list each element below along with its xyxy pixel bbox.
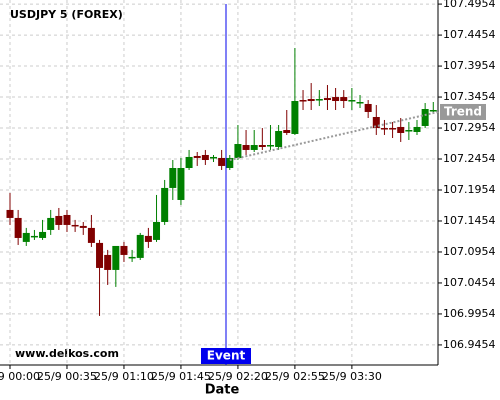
candle-body xyxy=(104,254,112,270)
candle-body xyxy=(112,245,120,270)
y-tick-label: 106.9954 xyxy=(443,307,496,320)
chart-title: USDJPY 5 (FOREX) xyxy=(10,8,123,21)
x-tick-label: 25/9 03:30 xyxy=(322,370,382,383)
candle-body xyxy=(315,99,323,101)
candle-body xyxy=(71,224,79,227)
candle-body xyxy=(210,156,217,159)
candle-body xyxy=(380,128,388,130)
y-tick-label: 107.0954 xyxy=(443,245,496,258)
candle-body xyxy=(266,145,274,147)
watermark: www.delkos.com xyxy=(15,347,119,360)
x-tick-label: 25/9 01:10 xyxy=(94,370,154,383)
candle-body xyxy=(258,145,266,147)
candle-body xyxy=(185,156,193,168)
y-tick-label: 107.4954 xyxy=(443,0,496,10)
candle-body xyxy=(6,209,14,218)
trend-label: Trend xyxy=(444,104,482,118)
candle-body xyxy=(87,227,95,243)
candle-body xyxy=(193,155,201,158)
candle-body xyxy=(389,128,397,130)
candle-body xyxy=(372,116,380,129)
x-tick-label: 25/9 00:35 xyxy=(37,370,97,383)
candle-body xyxy=(96,242,104,268)
candle-body xyxy=(14,217,22,238)
y-tick-label: 107.2454 xyxy=(443,152,496,165)
candle-body xyxy=(169,167,177,188)
candle-body xyxy=(79,225,87,228)
event-label: Event xyxy=(207,349,246,363)
candle-body xyxy=(275,131,283,147)
candle-body xyxy=(161,187,169,222)
candle-body xyxy=(218,157,226,166)
candle-body xyxy=(299,100,307,102)
candle-body xyxy=(397,126,405,133)
candle-body xyxy=(283,130,291,133)
candle-body xyxy=(22,232,30,242)
candle-body xyxy=(177,167,185,200)
candle-body xyxy=(421,109,429,126)
candle-body xyxy=(356,102,364,104)
candle-body xyxy=(250,145,258,150)
x-tick-label: 25/9 02:55 xyxy=(265,370,325,383)
candle-body xyxy=(153,221,161,240)
y-tick-label: 107.3954 xyxy=(443,59,496,72)
x-tick-label: 25/9 00:00 xyxy=(0,370,40,383)
candle-body xyxy=(340,97,348,102)
candle-body xyxy=(364,103,372,112)
candle-body xyxy=(332,97,340,102)
x-tick-label: 25/9 01:45 xyxy=(151,370,211,383)
candle-body xyxy=(47,217,55,230)
candle-body xyxy=(413,126,421,132)
candle-body xyxy=(144,235,152,242)
y-tick-label: 107.3454 xyxy=(443,90,496,103)
x-axis-label: Date xyxy=(205,383,240,398)
candle-body xyxy=(242,145,250,150)
candle-body xyxy=(429,109,437,112)
candle-body xyxy=(55,215,63,225)
trend-label-box xyxy=(440,103,486,120)
y-tick-label: 107.2954 xyxy=(443,121,496,134)
y-tick-label: 107.4454 xyxy=(443,28,496,41)
candle-body xyxy=(39,231,47,238)
y-tick-label: 106.9454 xyxy=(443,338,496,351)
candle-body xyxy=(405,130,413,132)
candle-body xyxy=(234,144,242,158)
candle-body xyxy=(136,234,144,258)
candle-body xyxy=(291,101,299,134)
y-tick-label: 107.0454 xyxy=(443,276,496,289)
x-tick-label: 25/9 02:20 xyxy=(208,370,268,383)
y-tick-label: 107.1454 xyxy=(443,214,496,227)
candle-body xyxy=(30,235,38,238)
candle-body xyxy=(128,256,136,259)
candle-body xyxy=(226,157,234,168)
candle-body xyxy=(323,98,331,101)
candle-body xyxy=(348,100,356,102)
candle-body xyxy=(120,245,128,255)
candle-body xyxy=(63,214,71,225)
candle-body xyxy=(307,99,315,102)
y-tick-label: 107.1954 xyxy=(443,183,496,196)
candle-body xyxy=(201,154,209,161)
event-label-box xyxy=(201,348,251,364)
